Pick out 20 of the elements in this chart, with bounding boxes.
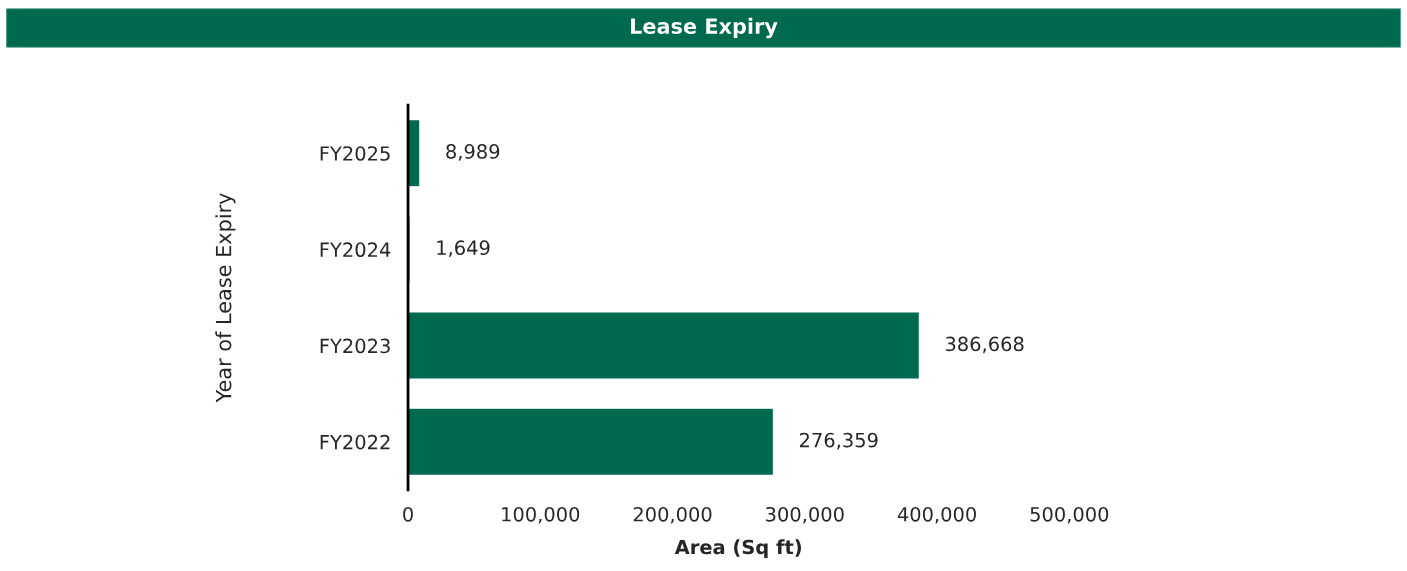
y-tick-label: FY2025 — [320, 146, 390, 161]
data-label: 1,649 — [437, 240, 490, 258]
x-axis-title: Area (Sq ft) — [674, 539, 801, 559]
x-tick-label: 500,000 — [1030, 506, 1109, 524]
data-label: 386,668 — [945, 336, 1024, 354]
y-axis-title: Year of Lease Expiry — [215, 193, 236, 403]
y-tick-label: FY2024 — [320, 242, 391, 258]
bar — [408, 407, 775, 477]
x-tick-label: 300,000 — [766, 506, 844, 524]
y-tick-label: FY2023 — [320, 338, 390, 354]
y-tick-label: FY2022 — [320, 434, 390, 450]
x-tick-label: 200,000 — [633, 506, 712, 524]
x-tick-label: 0 — [403, 506, 413, 522]
x-tick-label: 400,000 — [897, 506, 976, 524]
data-label: 8,989 — [446, 144, 500, 161]
x-tick-label: 100,000 — [502, 506, 580, 524]
bar — [408, 118, 421, 188]
chart-title: Lease Expiry — [631, 17, 778, 39]
data-label: 276,359 — [799, 432, 878, 450]
bar — [408, 311, 921, 380]
